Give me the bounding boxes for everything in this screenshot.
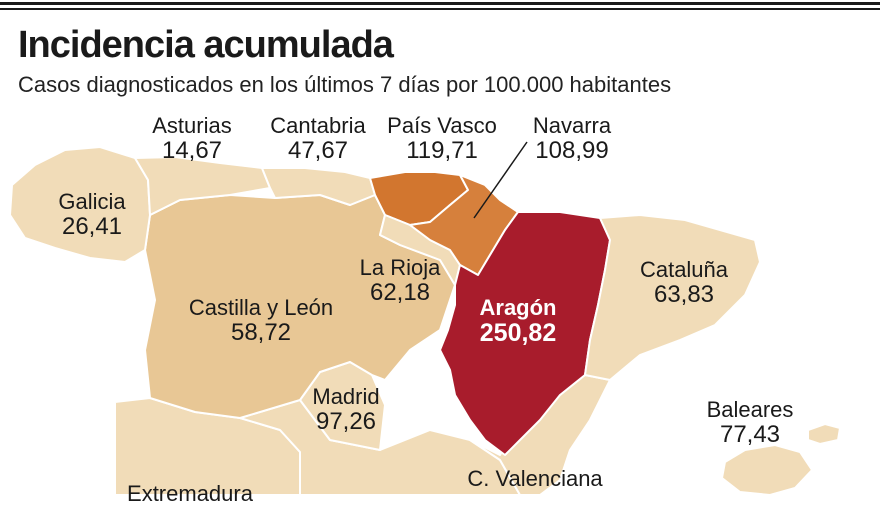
label-c-valenciana: C. Valenciana — [467, 466, 603, 491]
region-galicia — [9, 146, 151, 263]
navarra-leader-line — [473, 141, 528, 219]
label-cataluna: Cataluña 63,83 — [639, 257, 729, 309]
label-baleares: Baleares 77,43 — [706, 397, 794, 449]
spain-map — [9, 141, 841, 495]
map-title: Incidencia acumulada — [18, 24, 394, 66]
region-asturias — [134, 156, 271, 216]
region-cantabria — [261, 167, 376, 206]
label-la-rioja: La Rioja 62,18 — [359, 255, 441, 307]
label-navarra: Navarra 108,99 — [532, 113, 612, 165]
label-galicia: Galicia 26,41 — [58, 189, 126, 241]
label-madrid: Madrid 97,26 — [312, 384, 380, 436]
label-aragon: Aragón 250,82 — [479, 295, 557, 348]
label-cantabria: Cantabria 47,67 — [270, 113, 366, 165]
map-subtitle: Casos diagnosticados en los últimos 7 dí… — [18, 72, 672, 97]
label-castilla-leon: Castilla y León 58,72 — [188, 295, 334, 347]
label-extremadura: Extremadura — [127, 481, 253, 506]
region-cataluna — [584, 214, 761, 381]
top-rule — [0, 0, 880, 12]
label-asturias: Asturias 14,67 — [152, 113, 232, 165]
label-pais-vasco: País Vasco 119,71 — [387, 113, 497, 165]
region-baleares-mallorca — [721, 444, 813, 495]
region-baleares-menorca — [807, 423, 841, 445]
